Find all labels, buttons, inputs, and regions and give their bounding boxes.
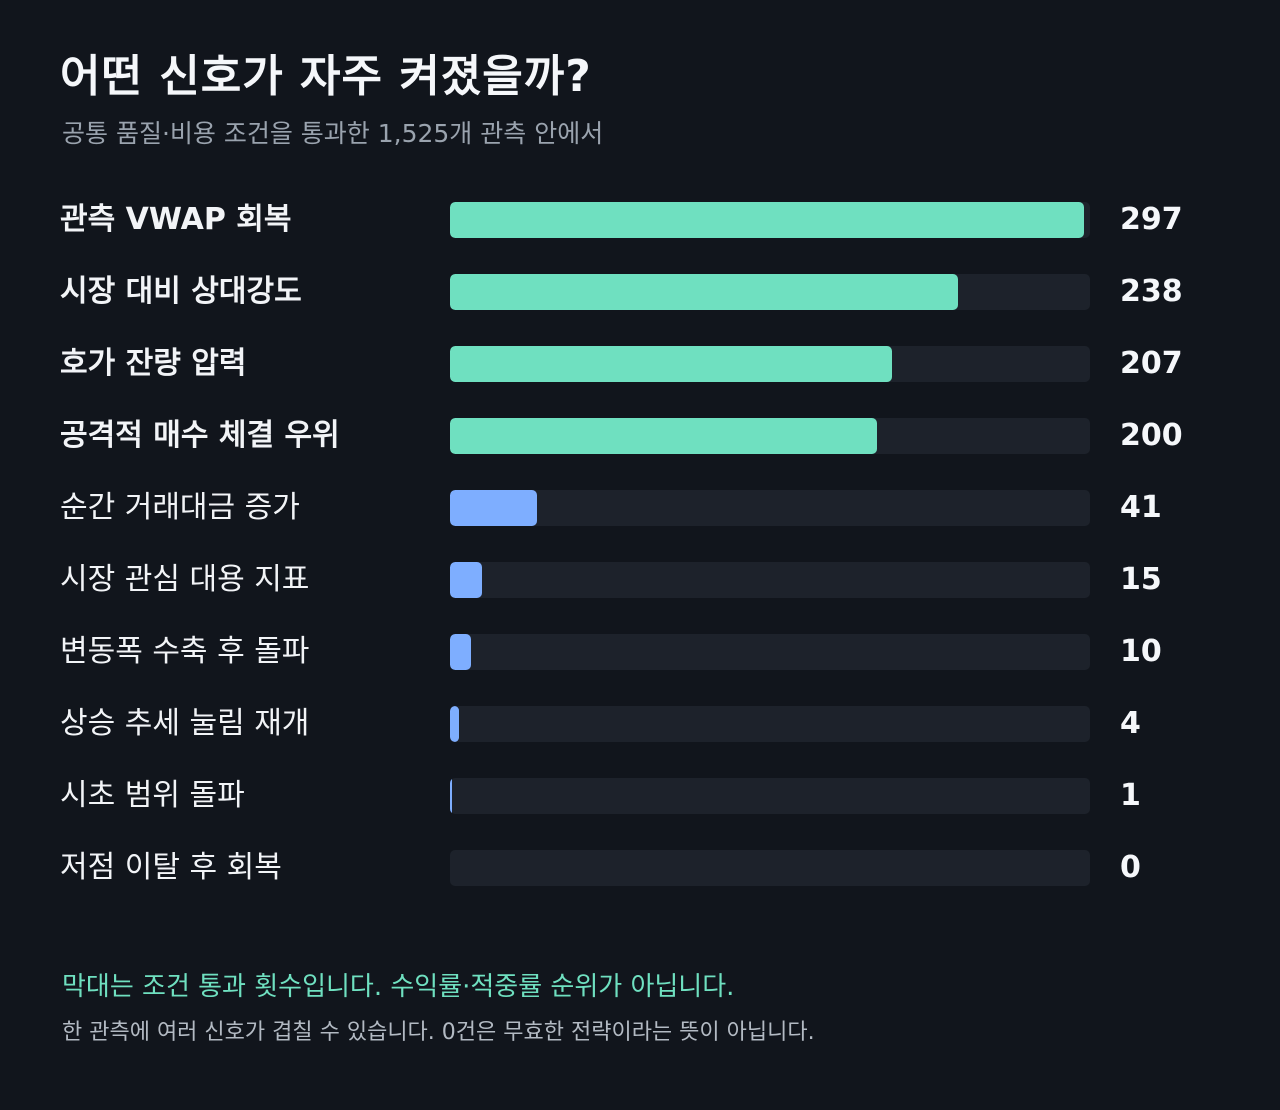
bar (450, 634, 472, 670)
bar-row: 변동폭 수축 후 돌파 10 (0, 632, 1280, 672)
chart-note: 막대는 조건 통과 횟수입니다. 수익률·적중률 순위가 아닙니다. (62, 972, 735, 1002)
bar (450, 274, 958, 310)
bar-value-label: 0 (1120, 850, 1141, 885)
bar-label: 변동폭 수축 후 돌파 (60, 634, 310, 669)
chart-caveat: 한 관측에 여러 신호가 겹칠 수 있습니다. 0건은 무효한 전략이라는 뜻이… (62, 1020, 815, 1045)
bar-track (450, 706, 1090, 742)
bar-value-label: 207 (1120, 346, 1183, 381)
bar-track (450, 418, 1090, 454)
bar-track (450, 202, 1090, 238)
bar-row: 호가 잔량 압력 207 (0, 344, 1280, 384)
bar (450, 202, 1084, 238)
bar (450, 418, 877, 454)
bar-value-label: 41 (1120, 490, 1162, 525)
bar (450, 490, 538, 526)
bar (450, 706, 459, 742)
bar-label: 시장 관심 대용 지표 (60, 562, 310, 597)
bar-track (450, 850, 1090, 886)
bar-row: 시장 관심 대용 지표 15 (0, 560, 1280, 600)
bar (450, 346, 892, 382)
bar-row: 상승 추세 눌림 재개 4 (0, 704, 1280, 744)
bar-track (450, 490, 1090, 526)
bar-row: 저점 이탈 후 회복 0 (0, 848, 1280, 888)
bar-track (450, 562, 1090, 598)
bar-row: 공격적 매수 체결 우위 200 (0, 416, 1280, 456)
bar-label: 시장 대비 상대강도 (60, 274, 302, 309)
bar-label: 상승 추세 눌림 재개 (60, 706, 310, 741)
bar-track (450, 274, 1090, 310)
bar-row: 시초 범위 돌파 1 (0, 776, 1280, 816)
bar-track (450, 346, 1090, 382)
bar-value-label: 297 (1120, 202, 1183, 237)
bar-value-label: 4 (1120, 706, 1141, 741)
bar-row: 순간 거래대금 증가 41 (0, 488, 1280, 528)
bar (450, 562, 482, 598)
bar-value-label: 15 (1120, 562, 1162, 597)
bar-label: 공격적 매수 체결 우위 (60, 418, 340, 453)
bar-label: 저점 이탈 후 회복 (60, 850, 282, 885)
bar-value-label: 10 (1120, 634, 1162, 669)
bar-row: 관측 VWAP 회복 297 (0, 200, 1280, 240)
bar-track (450, 778, 1090, 814)
bar-value-label: 1 (1120, 778, 1141, 813)
bar-value-label: 200 (1120, 418, 1183, 453)
chart-subtitle: 공통 품질·비용 조건을 통과한 1,525개 관측 안에서 (62, 119, 604, 148)
bar-label: 시초 범위 돌파 (60, 778, 245, 813)
bar-label: 순간 거래대금 증가 (60, 490, 300, 525)
bar-track (450, 634, 1090, 670)
bar-label: 관측 VWAP 회복 (60, 202, 292, 237)
bar-value-label: 238 (1120, 274, 1183, 309)
bar-row: 시장 대비 상대강도 238 (0, 272, 1280, 312)
bar (450, 778, 453, 814)
bar-label: 호가 잔량 압력 (60, 346, 247, 381)
chart-title: 어떤 신호가 자주 켜졌을까? (60, 51, 592, 102)
